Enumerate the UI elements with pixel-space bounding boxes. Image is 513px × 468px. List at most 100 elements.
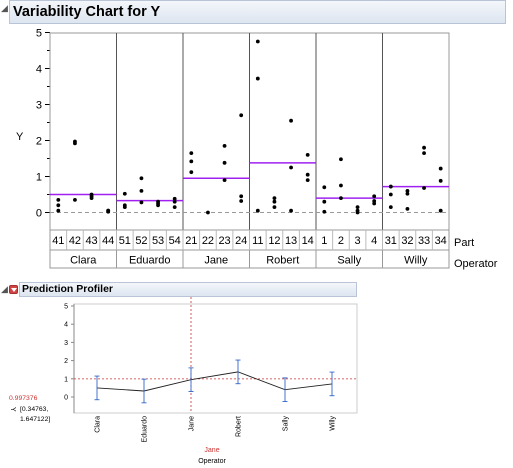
- data-point: [422, 145, 426, 150]
- data-point: [405, 207, 410, 211]
- profiler-x-axis-label: Operator: [198, 458, 226, 465]
- data-point: [73, 141, 77, 146]
- part-label: 24: [235, 235, 247, 247]
- part-label: 1: [321, 235, 327, 247]
- part-label: 12: [268, 235, 280, 247]
- data-point: [305, 153, 310, 157]
- data-point: [222, 144, 227, 148]
- profiler-marks: [74, 297, 357, 413]
- data-point: [438, 178, 443, 183]
- profiler-plot-frame: [73, 303, 358, 414]
- prediction-profiler: 0 1 2 3 4 5 0.997376 Y [0.34763, 1.647122] Cl…: [9, 297, 358, 465]
- part-label: 42: [69, 235, 81, 247]
- data-point: [189, 159, 194, 164]
- data-point: [56, 208, 61, 213]
- data-point: [289, 208, 293, 213]
- operator-label: Clara: [70, 255, 97, 267]
- prediction-ci-symbol: Y: [9, 407, 16, 412]
- variability-chart-title: Variability Chart for Y: [13, 4, 161, 20]
- data-point: [56, 203, 61, 208]
- data-point: [239, 199, 244, 203]
- operator-label: Sally: [337, 255, 361, 267]
- y-tick-label: 4: [36, 64, 42, 76]
- data-point: [56, 198, 61, 202]
- prediction-ci-lower: [0.34763,: [20, 406, 48, 413]
- variability-category-table: 41 42 43 44 51 52 53 54 21 22 23 24 11 12 13 14 1 2 3 4 31 32…: [49, 229, 450, 269]
- variability-disclosure-icon[interactable]: ◢: [1, 3, 8, 13]
- part-label: 3: [355, 235, 361, 247]
- data-point: [388, 184, 393, 189]
- data-point: [372, 194, 377, 199]
- data-point: [139, 200, 144, 205]
- part-label: 23: [218, 235, 230, 247]
- profiler-x-tick-labels: Clara Eduardo Jane Robert Sally Willy: [95, 416, 337, 443]
- data-point: [222, 160, 227, 165]
- prediction-profiler-header[interactable]: Prediction Profiler: [19, 282, 357, 297]
- part-label: 54: [169, 235, 181, 247]
- data-point: [322, 199, 327, 204]
- profiler-x-tick-label: Clara: [95, 416, 102, 433]
- profiler-menu-icon[interactable]: [9, 285, 18, 294]
- part-label: 34: [435, 235, 447, 247]
- data-point: [206, 210, 210, 215]
- profiler-x-tick-label: Sally: [283, 416, 290, 432]
- data-point: [372, 201, 377, 206]
- data-point: [255, 76, 260, 81]
- data-point: [355, 210, 360, 215]
- y-tick-label: 0: [36, 208, 42, 220]
- data-point: [189, 170, 194, 175]
- part-label: 4: [371, 235, 377, 247]
- data-point: [139, 176, 144, 181]
- profiler-disclosure-icon[interactable]: ◢: [1, 284, 8, 294]
- part-label: 51: [119, 235, 131, 247]
- profiler-x-tick-label: Jane: [189, 416, 196, 431]
- data-point: [156, 203, 160, 208]
- part-label: 43: [85, 235, 97, 247]
- part-label: 22: [202, 235, 214, 247]
- profiler-y-tick-label: 3: [64, 340, 68, 347]
- y-tick-label: 2: [36, 136, 42, 148]
- y-tick-label: 5: [36, 28, 42, 40]
- profiler-x-tick-label: Eduardo: [142, 416, 149, 443]
- prediction-ci-upper: 1.647122]: [20, 416, 50, 423]
- prediction-trace: [96, 371, 333, 392]
- data-point: [122, 191, 127, 196]
- data-point: [272, 199, 277, 204]
- part-label: 52: [135, 235, 147, 247]
- part-label: 21: [185, 235, 197, 247]
- data-point: [388, 192, 393, 197]
- data-point: [305, 178, 310, 183]
- profiler-border: [73, 303, 358, 414]
- part-label: 11: [252, 235, 263, 247]
- data-point: [239, 113, 244, 118]
- data-point: [422, 151, 426, 155]
- prediction-value: 0.997376: [9, 395, 38, 402]
- profiler-y-tick-label: 5: [64, 304, 68, 311]
- y-tick-label: 3: [36, 100, 42, 112]
- variability-chart-header[interactable]: Variability Chart for Y: [9, 0, 506, 24]
- data-point: [339, 183, 343, 188]
- data-point: [438, 166, 443, 171]
- data-point: [289, 118, 293, 123]
- profiler-x-tick-label: Willy: [330, 416, 337, 431]
- data-point: [255, 39, 260, 44]
- data-point: [73, 198, 77, 202]
- y-tick-label: 1: [36, 172, 42, 184]
- data-point: [222, 178, 227, 183]
- data-point: [239, 194, 244, 199]
- part-row-label: Part: [454, 237, 474, 249]
- variability-marks: [50, 39, 449, 215]
- data-point: [172, 199, 177, 204]
- operator-label: Robert: [266, 255, 299, 267]
- variability-y-axis-label: Y: [16, 131, 24, 143]
- data-point: [172, 196, 177, 201]
- operator-label: Willy: [404, 255, 428, 267]
- data-point: [405, 189, 410, 193]
- data-point: [289, 165, 293, 170]
- part-label: 32: [401, 235, 413, 247]
- data-point: [388, 205, 393, 210]
- operator-row-label: Operator: [454, 258, 498, 270]
- data-point: [422, 186, 426, 190]
- profiler-y-tick-label: 4: [64, 322, 68, 329]
